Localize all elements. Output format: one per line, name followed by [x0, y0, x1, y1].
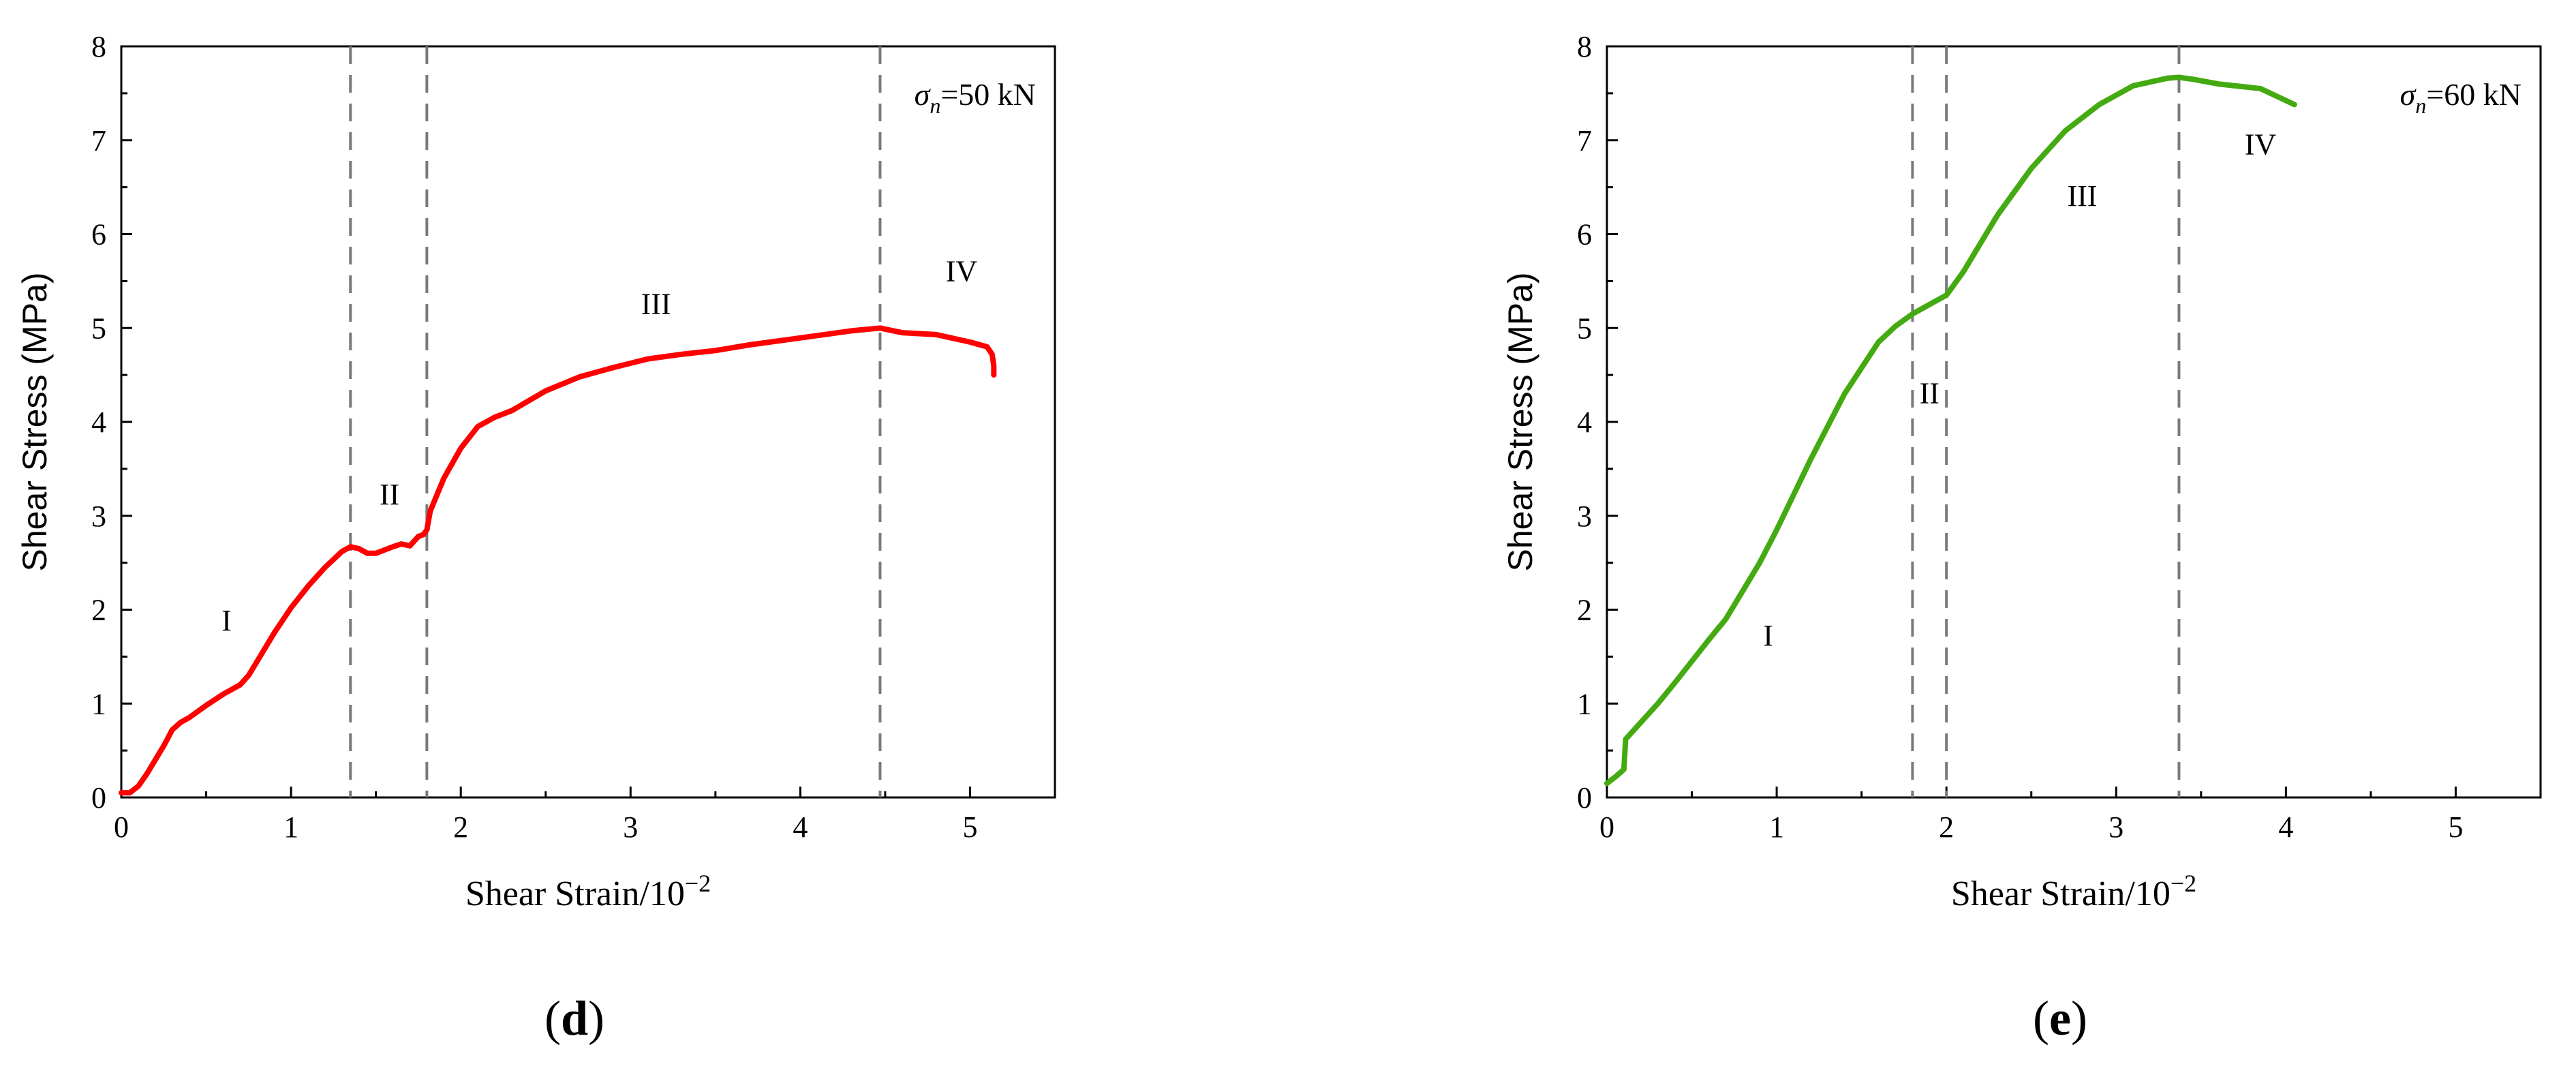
x-tick-label: 1 [1769, 810, 1784, 844]
y-tick-label: 1 [91, 687, 106, 720]
plot-frame [1606, 45, 2542, 799]
stage-label: IV [2245, 127, 2277, 161]
y-axis-label: Shear Stress (MPa) [1501, 272, 1539, 571]
stage-label: III [2067, 179, 2097, 213]
x-tick-label: 4 [2278, 810, 2293, 844]
stage-label: III [641, 288, 671, 321]
y-tick-label: 6 [91, 218, 106, 252]
y-tick-label: 3 [91, 500, 106, 533]
y-tick-label: 8 [91, 30, 106, 63]
x-tick-label: 3 [623, 810, 638, 844]
x-tick-label: 1 [283, 810, 298, 844]
x-tick-label: 2 [1939, 810, 1954, 844]
shear-stress-curve [119, 325, 997, 796]
chart-panel-e: 0 1 2 3 4 5 0 1 2 3 4 5 6 7 8 Shear Strain/10−2 Shear St… [1501, 30, 2542, 1046]
y-tick-label: 1 [1577, 687, 1592, 720]
x-tick-label: 0 [114, 810, 129, 844]
plot-frame [120, 45, 1056, 799]
y-tick-label: 6 [1577, 218, 1592, 252]
y-tick-label: 4 [1577, 406, 1592, 439]
y-tick-label: 0 [1577, 781, 1592, 814]
shear-stress-curve [1604, 74, 2297, 787]
y-tick-label: 3 [1577, 500, 1592, 533]
y-tick-label: 4 [91, 406, 106, 439]
stage-label: II [380, 478, 399, 511]
normal-load-annotation: σn=60 kN [2400, 77, 2521, 118]
y-tick-label: 2 [91, 594, 106, 627]
y-tick-label: 5 [91, 311, 106, 345]
y-tick-label: 7 [1577, 124, 1592, 157]
stage-label: I [1763, 619, 1773, 652]
stage-label: II [1920, 376, 1939, 410]
x-axis-label: Shear Strain/10−2 [465, 870, 711, 913]
stage-label: I [221, 604, 232, 637]
y-tick-label: 7 [91, 124, 106, 157]
x-tick-label: 3 [2109, 810, 2123, 844]
stage-label: IV [946, 254, 978, 288]
y-tick-label: 2 [1577, 594, 1592, 627]
chart-panel-d: 0 1 2 3 4 5 0 1 2 3 4 5 6 7 8 Shear Strain/10−2 Shear St… [16, 30, 1056, 1046]
panel-label: (e) [2033, 991, 2087, 1046]
y-tick-label: 0 [91, 781, 106, 814]
x-tick-label: 5 [962, 810, 977, 844]
x-axis-label: Shear Strain/10−2 [1951, 870, 2196, 913]
x-tick-label: 0 [1599, 810, 1614, 844]
x-tick-label: 5 [2448, 810, 2463, 844]
x-tick-label: 4 [793, 810, 808, 844]
y-tick-label: 8 [1577, 30, 1592, 63]
normal-load-annotation: σn=50 kN [915, 77, 1036, 118]
y-axis-label: Shear Stress (MPa) [16, 272, 54, 571]
y-tick-label: 5 [1577, 311, 1592, 345]
panel-label: (d) [545, 991, 604, 1046]
x-tick-label: 2 [453, 810, 468, 844]
